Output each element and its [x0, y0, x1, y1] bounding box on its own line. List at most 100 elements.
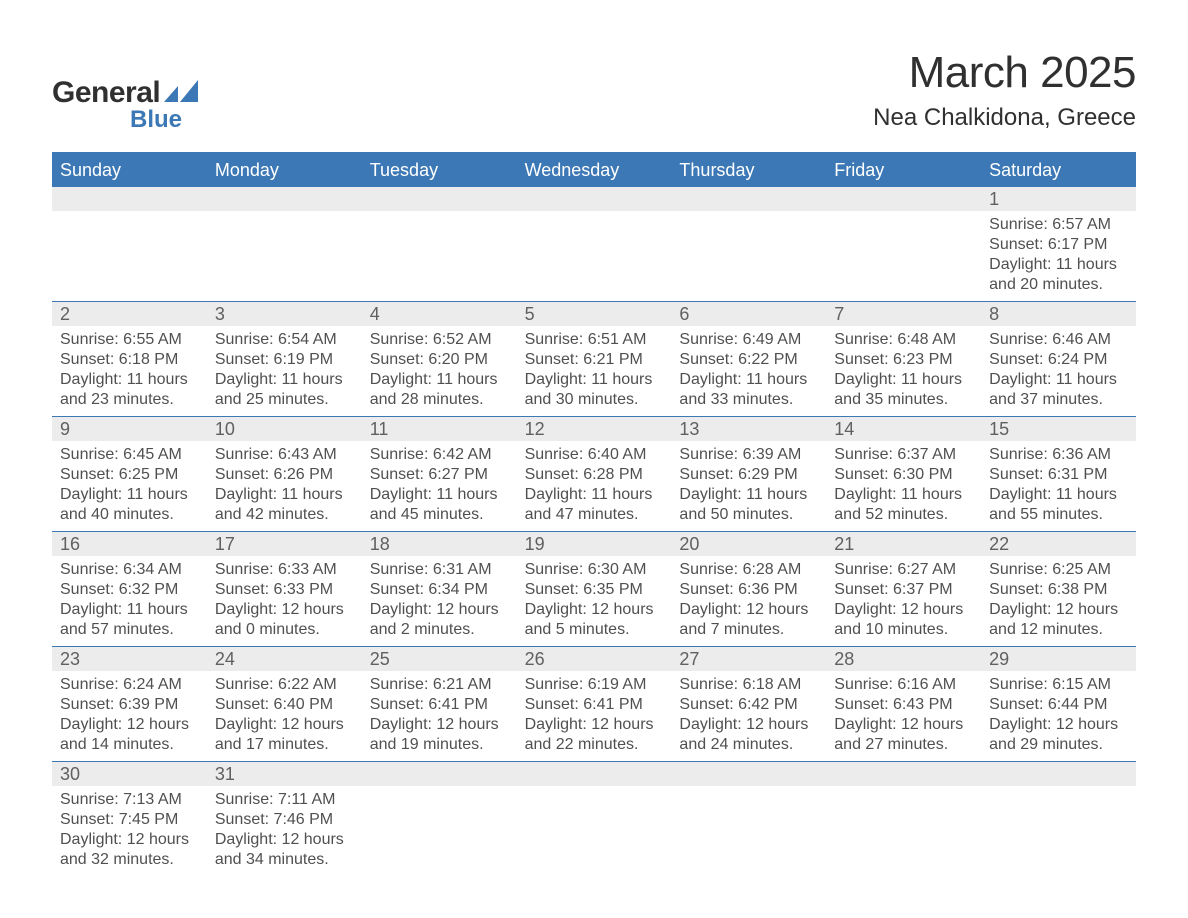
sunset-line: Sunset: 6:36 PM: [679, 580, 818, 600]
dow-label: Tuesday: [362, 154, 517, 187]
daylight-line2: and 7 minutes.: [679, 620, 818, 640]
sunset-line: Sunset: 6:34 PM: [370, 580, 509, 600]
sunset-line: Sunset: 6:37 PM: [834, 580, 973, 600]
daylight-line2: and 2 minutes.: [370, 620, 509, 640]
day-number: 19: [517, 532, 672, 556]
daylight-line1: Daylight: 11 hours: [834, 370, 973, 390]
sunrise-line: Sunrise: 6:19 AM: [525, 675, 664, 695]
day-cell: 2Sunrise: 6:55 AMSunset: 6:18 PMDaylight…: [52, 302, 207, 416]
daylight-line2: and 30 minutes.: [525, 390, 664, 410]
day-details: [52, 211, 207, 221]
day-cell: 6Sunrise: 6:49 AMSunset: 6:22 PMDaylight…: [671, 302, 826, 416]
day-number: 18: [362, 532, 517, 556]
sunset-line: Sunset: 6:44 PM: [989, 695, 1128, 715]
sunset-line: Sunset: 6:19 PM: [215, 350, 354, 370]
daylight-line1: Daylight: 11 hours: [989, 255, 1128, 275]
day-number: 5: [517, 302, 672, 326]
day-number: 17: [207, 532, 362, 556]
daylight-line1: Daylight: 11 hours: [989, 485, 1128, 505]
day-details: Sunrise: 6:27 AMSunset: 6:37 PMDaylight:…: [826, 556, 981, 646]
daylight-line2: and 20 minutes.: [989, 275, 1128, 295]
sunset-line: Sunset: 6:25 PM: [60, 465, 199, 485]
day-details: Sunrise: 6:46 AMSunset: 6:24 PMDaylight:…: [981, 326, 1136, 416]
sunset-line: Sunset: 6:38 PM: [989, 580, 1128, 600]
dow-label: Wednesday: [517, 154, 672, 187]
daylight-line2: and 57 minutes.: [60, 620, 199, 640]
day-cell: [362, 762, 517, 876]
day-cell: 30Sunrise: 7:13 AMSunset: 7:45 PMDayligh…: [52, 762, 207, 876]
sunrise-line: Sunrise: 6:52 AM: [370, 330, 509, 350]
day-cell: 18Sunrise: 6:31 AMSunset: 6:34 PMDayligh…: [362, 532, 517, 646]
sunset-line: Sunset: 6:43 PM: [834, 695, 973, 715]
day-details: Sunrise: 6:22 AMSunset: 6:40 PMDaylight:…: [207, 671, 362, 761]
sunrise-line: Sunrise: 6:27 AM: [834, 560, 973, 580]
day-cell: 7Sunrise: 6:48 AMSunset: 6:23 PMDaylight…: [826, 302, 981, 416]
daylight-line1: Daylight: 11 hours: [370, 485, 509, 505]
day-number: 10: [207, 417, 362, 441]
day-cell: 13Sunrise: 6:39 AMSunset: 6:29 PMDayligh…: [671, 417, 826, 531]
dow-label: Monday: [207, 154, 362, 187]
day-details: [362, 211, 517, 221]
daylight-line1: Daylight: 12 hours: [215, 600, 354, 620]
daylight-line1: Daylight: 11 hours: [525, 370, 664, 390]
day-details: Sunrise: 6:51 AMSunset: 6:21 PMDaylight:…: [517, 326, 672, 416]
daylight-line1: Daylight: 12 hours: [215, 715, 354, 735]
day-number: 22: [981, 532, 1136, 556]
daylight-line1: Daylight: 12 hours: [989, 600, 1128, 620]
day-details: Sunrise: 6:40 AMSunset: 6:28 PMDaylight:…: [517, 441, 672, 531]
daylight-line2: and 25 minutes.: [215, 390, 354, 410]
daylight-line1: Daylight: 11 hours: [215, 485, 354, 505]
day-details: Sunrise: 6:52 AMSunset: 6:20 PMDaylight:…: [362, 326, 517, 416]
day-cell: 20Sunrise: 6:28 AMSunset: 6:36 PMDayligh…: [671, 532, 826, 646]
daylight-line2: and 22 minutes.: [525, 735, 664, 755]
day-details: [517, 786, 672, 796]
day-number: 12: [517, 417, 672, 441]
day-details: Sunrise: 6:43 AMSunset: 6:26 PMDaylight:…: [207, 441, 362, 531]
daylight-line2: and 28 minutes.: [370, 390, 509, 410]
day-cell: [517, 762, 672, 876]
sunrise-line: Sunrise: 7:13 AM: [60, 790, 199, 810]
day-number: 31: [207, 762, 362, 786]
day-number: 14: [826, 417, 981, 441]
sunset-line: Sunset: 6:18 PM: [60, 350, 199, 370]
day-cell: [52, 187, 207, 301]
sunset-line: Sunset: 7:46 PM: [215, 810, 354, 830]
daylight-line1: Daylight: 12 hours: [834, 715, 973, 735]
daylight-line1: Daylight: 11 hours: [679, 370, 818, 390]
daylight-line2: and 42 minutes.: [215, 505, 354, 525]
sunrise-line: Sunrise: 6:57 AM: [989, 215, 1128, 235]
day-number: 23: [52, 647, 207, 671]
sunrise-line: Sunrise: 6:51 AM: [525, 330, 664, 350]
day-number: [52, 187, 207, 211]
daylight-line2: and 5 minutes.: [525, 620, 664, 640]
daylight-line2: and 47 minutes.: [525, 505, 664, 525]
sunrise-line: Sunrise: 6:45 AM: [60, 445, 199, 465]
daylight-line1: Daylight: 12 hours: [834, 600, 973, 620]
day-cell: 14Sunrise: 6:37 AMSunset: 6:30 PMDayligh…: [826, 417, 981, 531]
daylight-line2: and 23 minutes.: [60, 390, 199, 410]
week-row: 1Sunrise: 6:57 AMSunset: 6:17 PMDaylight…: [52, 187, 1136, 302]
daylight-line1: Daylight: 12 hours: [215, 830, 354, 850]
daylight-line1: Daylight: 12 hours: [60, 830, 199, 850]
daylight-line1: Daylight: 12 hours: [679, 715, 818, 735]
day-number: 29: [981, 647, 1136, 671]
daylight-line1: Daylight: 12 hours: [60, 715, 199, 735]
sunset-line: Sunset: 6:30 PM: [834, 465, 973, 485]
day-cell: 19Sunrise: 6:30 AMSunset: 6:35 PMDayligh…: [517, 532, 672, 646]
week-row: 9Sunrise: 6:45 AMSunset: 6:25 PMDaylight…: [52, 417, 1136, 532]
sunrise-line: Sunrise: 6:43 AM: [215, 445, 354, 465]
sunset-line: Sunset: 6:21 PM: [525, 350, 664, 370]
daylight-line1: Daylight: 11 hours: [525, 485, 664, 505]
daylight-line2: and 35 minutes.: [834, 390, 973, 410]
day-cell: 27Sunrise: 6:18 AMSunset: 6:42 PMDayligh…: [671, 647, 826, 761]
sunset-line: Sunset: 6:41 PM: [525, 695, 664, 715]
day-number: 28: [826, 647, 981, 671]
sunrise-line: Sunrise: 6:28 AM: [679, 560, 818, 580]
day-details: Sunrise: 6:19 AMSunset: 6:41 PMDaylight:…: [517, 671, 672, 761]
sunset-line: Sunset: 6:41 PM: [370, 695, 509, 715]
day-details: Sunrise: 6:55 AMSunset: 6:18 PMDaylight:…: [52, 326, 207, 416]
day-details: Sunrise: 6:30 AMSunset: 6:35 PMDaylight:…: [517, 556, 672, 646]
daylight-line2: and 40 minutes.: [60, 505, 199, 525]
day-cell: 24Sunrise: 6:22 AMSunset: 6:40 PMDayligh…: [207, 647, 362, 761]
day-cell: 5Sunrise: 6:51 AMSunset: 6:21 PMDaylight…: [517, 302, 672, 416]
